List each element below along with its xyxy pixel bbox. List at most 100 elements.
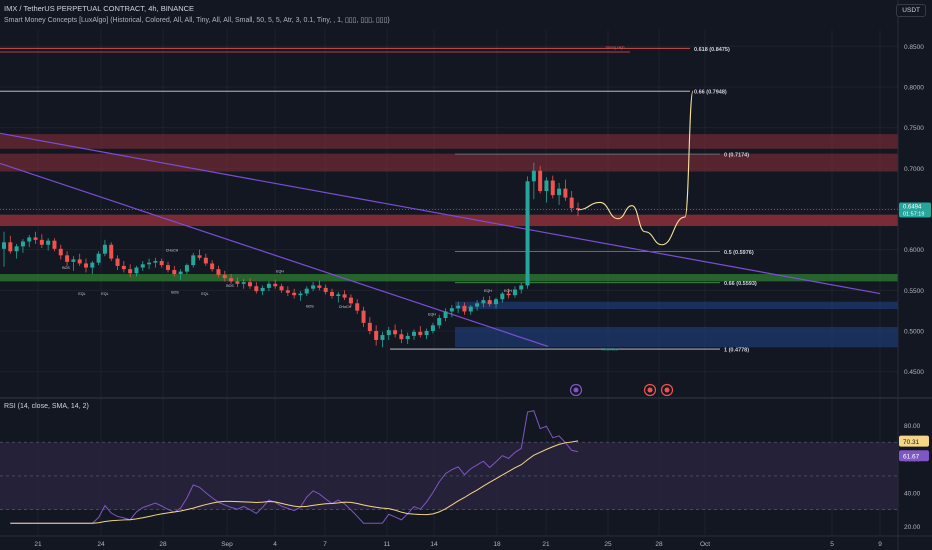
candle-body — [292, 292, 297, 296]
candle-body — [27, 237, 32, 242]
candle-body — [96, 253, 101, 263]
smc-label: CHoCH — [166, 248, 179, 252]
event-icons-layer[interactable] — [569, 383, 674, 397]
fib-label: 0.5 (0.5976) — [724, 250, 754, 256]
candle-body — [279, 286, 284, 291]
candle-body — [355, 303, 360, 311]
smc-label: EQH — [484, 289, 492, 293]
candle-body — [77, 259, 82, 264]
smc-label: BOS — [171, 291, 179, 295]
time-axis[interactable]: 21 24 28 Sep 4 7 11 14 18 21 25 28 Oct 5 9 — [0, 535, 932, 548]
candle-body — [248, 282, 252, 287]
candle-body — [210, 263, 215, 270]
candle-body — [330, 291, 334, 297]
smc-label: BOS — [62, 266, 70, 270]
rsi-value: 61.67 — [903, 454, 920, 461]
time-tick: 5 — [830, 541, 834, 548]
candle-body — [304, 288, 309, 294]
candle-body — [254, 286, 259, 292]
candle-body — [342, 294, 347, 298]
candle-body — [424, 330, 429, 336]
candle-body — [475, 303, 480, 307]
candle-body — [121, 265, 126, 270]
smc-labels-layer: Strong High Weak Low CHoCH BOS EQL EQH BOS CHoC… — [62, 45, 624, 351]
candle-body — [2, 242, 6, 249]
candle-body — [90, 262, 95, 268]
candle-body — [437, 317, 442, 326]
price-tick: 0.5000 — [904, 328, 924, 335]
currency-button[interactable]: USDT — [896, 4, 926, 17]
candle-body — [380, 335, 385, 340]
time-tick: 7 — [323, 541, 327, 548]
last-price-value: 0.6494 — [903, 204, 922, 210]
last-price-badge — [899, 202, 931, 218]
candle-body — [222, 274, 227, 279]
candle-body — [109, 244, 114, 259]
candle-body — [52, 240, 57, 249]
projection-layer — [577, 90, 694, 246]
event-icon-dot — [647, 387, 653, 393]
candle-body — [115, 258, 120, 266]
candle-body — [386, 330, 391, 336]
price-tick: 0.7000 — [904, 166, 924, 173]
candle-body — [159, 261, 164, 266]
time-tick: 14 — [430, 541, 438, 548]
candle-body — [58, 248, 63, 256]
price-tick: 0.7500 — [904, 125, 924, 132]
candle-body — [134, 267, 139, 274]
candle-body — [519, 285, 524, 290]
candle-body — [456, 305, 461, 309]
indicator-legend[interactable]: Smart Money Concepts [LuxAlgo] (Historic… — [4, 17, 390, 24]
smc-label: CHoCH — [339, 305, 352, 309]
candle-body — [348, 297, 353, 304]
rsi-tick: 40.00 — [904, 490, 921, 497]
rsi-legend[interactable]: RSI (14, close, SMA, 14, 2) — [4, 403, 89, 410]
candle-body — [178, 271, 183, 275]
smc-label: EQH — [428, 313, 436, 317]
candle-body — [323, 287, 328, 292]
candle-body — [531, 170, 536, 182]
trendline-upper — [0, 132, 881, 295]
fib-label: 1 (0.4778) — [724, 348, 749, 354]
candle-body — [405, 335, 410, 340]
chart-title[interactable]: IMX / TetherUS PERPETUAL CONTRACT, 4h, B… — [4, 4, 195, 13]
price-tick: 0.8500 — [904, 44, 924, 51]
rsi-line — [10, 410, 579, 524]
smc-label: Weak Low — [602, 348, 619, 352]
fib-label: 0.66 (0.5593) — [724, 281, 757, 287]
rsi-ma-badge — [899, 435, 929, 447]
rsi-ma-line — [10, 440, 579, 524]
candle-body — [576, 208, 580, 210]
candle-body — [285, 290, 290, 293]
smc-label: Strong High — [606, 45, 625, 49]
candle-body — [184, 265, 189, 272]
smc-label: BOS — [226, 284, 234, 288]
candle-body — [487, 300, 492, 305]
rsi-tick: 20.00 — [904, 524, 921, 531]
candle-body — [550, 180, 555, 196]
candle-body — [102, 244, 107, 254]
event-icon — [660, 383, 674, 397]
time-tick: Sep — [221, 541, 233, 548]
candle-body — [147, 262, 152, 265]
smc-label: EQL — [78, 292, 85, 296]
zone-demand — [0, 274, 898, 282]
candle-body — [557, 188, 562, 196]
candle-body — [512, 289, 517, 296]
candle-body — [216, 269, 221, 275]
smc-label: EQL — [201, 292, 208, 296]
candle-body — [197, 255, 202, 258]
candle-body — [449, 308, 454, 312]
candle-body — [191, 255, 196, 266]
candle-body — [367, 322, 372, 331]
countdown-value: 01:57:19 — [903, 211, 924, 217]
candle-body — [273, 283, 278, 287]
candle-body — [203, 257, 208, 264]
candle-body — [46, 240, 51, 245]
candle-body — [412, 331, 416, 336]
zone-supply — [0, 214, 898, 227]
rsi-value-badge — [899, 450, 929, 462]
candle-body — [172, 269, 177, 275]
